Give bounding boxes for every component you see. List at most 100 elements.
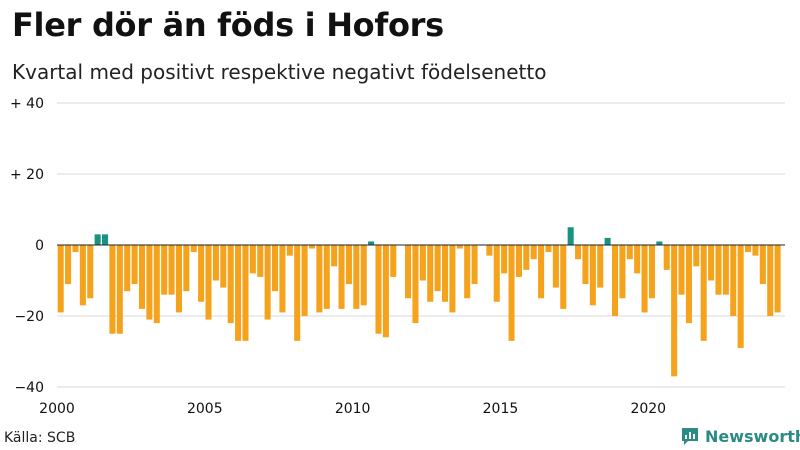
- bar-2018-q1: [589, 245, 596, 306]
- bar-2021-q3: [693, 245, 700, 267]
- bar-2010-q2: [360, 245, 367, 306]
- bar-2005-q4: [227, 245, 234, 324]
- bar-2014-q3: [486, 245, 493, 256]
- bar-2021-q2: [685, 245, 692, 324]
- bar-2002-q1: [116, 245, 123, 334]
- bar-2019-q4: [641, 245, 648, 313]
- bar-2018-q2: [597, 245, 604, 288]
- bar-2012-q4: [434, 245, 441, 292]
- bar-2014-q4: [493, 245, 500, 302]
- bar-2001-q1: [87, 245, 94, 299]
- bar-2017-q3: [575, 245, 582, 260]
- chart-subtitle: Kvartal med positivt respektive negativt…: [12, 60, 547, 84]
- bar-2020-q3: [663, 245, 670, 270]
- bar-2021-q1: [678, 245, 685, 295]
- bar-2004-q4: [198, 245, 205, 302]
- bar-2015-q4: [523, 245, 530, 270]
- bar-2016-q3: [545, 245, 552, 253]
- bar-2003-q1: [146, 245, 153, 320]
- bar-2012-q3: [427, 245, 434, 302]
- bar-2020-q1: [648, 245, 655, 299]
- bar-2016-q2: [538, 245, 545, 299]
- bar-2005-q2: [212, 245, 219, 281]
- y-tick-label: + 40: [10, 96, 44, 112]
- bar-2009-q2: [331, 245, 338, 267]
- bar-2016-q4: [552, 245, 559, 288]
- bar-2003-q3: [161, 245, 168, 295]
- bar-2011-q1: [382, 245, 389, 338]
- bar-2008-q4: [316, 245, 323, 313]
- y-tick-label: 0: [35, 238, 44, 254]
- bar-2000-q4: [79, 245, 86, 306]
- bars: [57, 227, 785, 377]
- bar-2016-q1: [530, 245, 537, 260]
- bar-2022-q2: [715, 245, 722, 295]
- bar-2015-q1: [501, 245, 508, 274]
- bar-2019-q3: [634, 245, 641, 274]
- bar-2012-q2: [419, 245, 426, 281]
- gridlines: [57, 102, 785, 388]
- bar-2022-q3: [722, 245, 729, 295]
- bar-2018-q4: [611, 245, 619, 316]
- bar-2001-q3: [102, 234, 109, 245]
- bar-2022-q4: [730, 245, 737, 316]
- bar-2009-q4: [345, 245, 352, 285]
- chart-title: Fler dör än föds i Hofors: [12, 6, 444, 44]
- bar-2007-q4: [286, 245, 293, 256]
- bar-2019-q2: [626, 245, 633, 260]
- bar-2010-q4: [375, 245, 382, 334]
- bar-2024-q2: [774, 245, 781, 313]
- bar-2011-q2: [390, 245, 397, 277]
- bar-2006-q3: [249, 245, 256, 274]
- bar-2006-q1: [235, 245, 242, 341]
- newsworthy-logo-icon: [682, 428, 698, 445]
- bar-2012-q1: [412, 245, 419, 324]
- bar-2002-q3: [131, 245, 138, 285]
- bar-2000-q3: [72, 245, 79, 253]
- y-tick-label: −40: [14, 380, 44, 396]
- bar-2023-q4: [759, 245, 766, 285]
- bar-2006-q4: [257, 245, 264, 277]
- x-tick-label: 2015: [483, 401, 519, 417]
- bar-2011-q4: [405, 245, 412, 299]
- bar-2002-q2: [124, 245, 131, 292]
- bar-2013-q1: [441, 245, 449, 302]
- bar-2003-q2: [153, 245, 160, 324]
- bar-2015-q2: [508, 245, 515, 341]
- bar-2004-q2: [183, 245, 190, 292]
- bar-2007-q2: [272, 245, 279, 292]
- bar-2023-q1: [737, 245, 744, 348]
- bar-2014-q1: [471, 245, 478, 285]
- bar-2006-q2: [242, 245, 249, 341]
- bar-2003-q4: [168, 245, 175, 295]
- bar-2000-q1: [57, 245, 64, 313]
- bar-2013-q2: [449, 245, 456, 313]
- bar-2020-q2: [656, 241, 663, 245]
- bar-2017-q4: [582, 245, 589, 285]
- bar-2010-q3: [368, 241, 375, 245]
- bar-2007-q1: [264, 245, 271, 320]
- brand-name: Newsworthy: [705, 426, 800, 446]
- bar-2021-q4: [700, 245, 707, 341]
- y-tick-label: −20: [14, 309, 44, 325]
- x-tick-label: 2005: [187, 401, 223, 417]
- bar-2008-q3: [308, 245, 316, 249]
- x-tick-label: 2000: [39, 401, 75, 417]
- y-axis-labels: + 40 + 20 0 −20 −40: [10, 96, 44, 396]
- bar-2001-q4: [109, 245, 116, 334]
- bar-2013-q3: [456, 245, 463, 249]
- bar-2017-q1: [560, 245, 567, 309]
- bar-2019-q1: [619, 245, 626, 299]
- source-note: Källa: SCB: [4, 430, 76, 446]
- bar-2023-q2: [745, 245, 752, 253]
- newsworthy-brand[interactable]: Newsworthy: [680, 426, 800, 446]
- bar-2008-q1: [294, 245, 301, 341]
- bar-2004-q3: [190, 245, 197, 253]
- x-tick-label: 2020: [630, 401, 666, 417]
- bar-2010-q1: [353, 245, 360, 309]
- bar-2005-q3: [220, 245, 227, 288]
- x-tick-label: 2010: [335, 401, 371, 417]
- bar-2005-q1: [205, 245, 212, 320]
- bar-2015-q3: [515, 245, 522, 277]
- bar-2007-q3: [279, 245, 286, 313]
